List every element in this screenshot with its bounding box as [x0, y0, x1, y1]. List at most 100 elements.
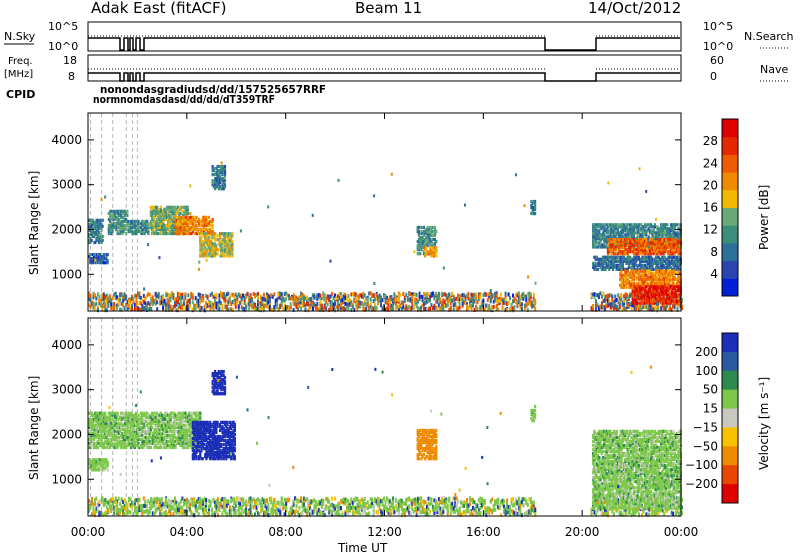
- data-cell: [99, 233, 101, 236]
- freq-trace: [88, 73, 680, 81]
- nsky-tick-bottom: 10^0: [48, 40, 78, 53]
- clutter-cell: [161, 507, 163, 511]
- clutter-cell: [436, 307, 438, 311]
- data-cell: [137, 220, 139, 223]
- nave-label: Nave: [760, 63, 788, 76]
- date-title: 14/Oct/2012: [588, 0, 681, 17]
- clutter-cell: [138, 498, 140, 502]
- clutter-cell: [162, 306, 164, 310]
- clutter-cell: [125, 295, 127, 299]
- clutter-cell: [215, 293, 217, 297]
- clutter-cell: [184, 295, 186, 299]
- data-cell: [126, 214, 128, 217]
- clutter-cell: [221, 307, 223, 311]
- clutter-cell: [119, 298, 121, 302]
- data-cell: [616, 248, 618, 251]
- data-cell: [215, 244, 217, 247]
- clutter-cell: [189, 305, 191, 309]
- clutter-cell: [316, 302, 318, 306]
- data-cell: [90, 239, 92, 242]
- data-cell: [231, 232, 233, 235]
- clutter-cell: [89, 505, 91, 509]
- data-cell: [627, 223, 629, 226]
- scatter-dot: [143, 287, 145, 290]
- nave-tick-bottom: 0: [710, 70, 717, 83]
- y-tick-label: 3000: [51, 178, 82, 192]
- clutter-cell: [447, 303, 449, 307]
- clutter-cell: [482, 299, 484, 303]
- data-cell: [224, 254, 226, 257]
- data-cell: [214, 236, 216, 239]
- data-cell: [205, 216, 207, 219]
- clutter-cell: [508, 293, 510, 297]
- data-cell: [224, 179, 226, 182]
- clutter-cell: [485, 293, 487, 297]
- data-cell: [431, 226, 433, 229]
- data-cell: [666, 223, 668, 226]
- clutter-cell: [146, 504, 148, 508]
- freq-unit: [MHz]: [4, 69, 33, 80]
- clutter-cell: [500, 292, 502, 296]
- clutter-cell: [399, 293, 401, 297]
- clutter-cell: [241, 301, 243, 305]
- data-cell: [200, 232, 202, 235]
- data-cell: [187, 206, 189, 209]
- clutter-cell: [404, 299, 406, 303]
- data-cell: [125, 228, 127, 231]
- data-cell: [178, 216, 180, 219]
- scatter-dot: [373, 194, 375, 197]
- scatter-dot: [639, 167, 641, 170]
- data-cell: [645, 238, 647, 241]
- scatter-dot: [645, 190, 647, 193]
- data-cell: [216, 234, 218, 237]
- clutter-cell: [450, 306, 452, 310]
- data-cell: [176, 216, 178, 219]
- scatter-dot: [312, 214, 314, 217]
- data-cell: [102, 235, 104, 238]
- clutter-cell: [109, 294, 111, 298]
- data-cell: [163, 224, 165, 227]
- clutter-cell: [468, 292, 470, 296]
- data-cell: [653, 268, 655, 271]
- data-cell: [431, 230, 433, 233]
- scatter-dot: [221, 161, 223, 164]
- data-cell: [128, 220, 130, 223]
- scatter-dot: [391, 173, 393, 176]
- clutter-cell: [110, 509, 112, 513]
- clutter-cell: [112, 296, 114, 300]
- clutter-cell: [509, 296, 511, 300]
- clutter-cell: [436, 300, 438, 304]
- scatter-dot: [101, 198, 103, 201]
- data-cell: [661, 238, 663, 241]
- scatter-dot: [515, 173, 517, 176]
- data-cell: [435, 240, 437, 243]
- scatter-dot: [443, 267, 445, 270]
- data-cell: [212, 224, 214, 227]
- nsky-tick-top: 10^5: [48, 20, 78, 33]
- clutter-cell: [530, 292, 532, 296]
- clutter-cell: [115, 292, 117, 296]
- data-cell: [126, 210, 128, 213]
- clutter-cell: [192, 295, 194, 299]
- scatter-dot: [490, 289, 492, 292]
- clutter-cell: [227, 292, 229, 296]
- clutter-cell: [238, 304, 240, 308]
- clutter-cell: [327, 302, 329, 306]
- data-cell: [216, 252, 218, 255]
- clutter-cell: [290, 302, 292, 306]
- clutter-cell: [207, 295, 209, 299]
- scatter-dot: [329, 260, 331, 263]
- data-cell: [93, 253, 95, 256]
- clutter-cell: [263, 293, 265, 297]
- data-cell: [224, 165, 226, 168]
- clutter-cell: [413, 305, 415, 309]
- freq-label: Freq.: [8, 56, 33, 67]
- nsky-trace: [88, 38, 680, 50]
- clutter-cell: [502, 306, 504, 310]
- clutter-cell: [518, 291, 520, 295]
- clutter-cell: [118, 497, 120, 501]
- clutter-cell: [476, 307, 478, 311]
- scatter-dot: [94, 259, 96, 262]
- clutter-cell: [398, 298, 400, 302]
